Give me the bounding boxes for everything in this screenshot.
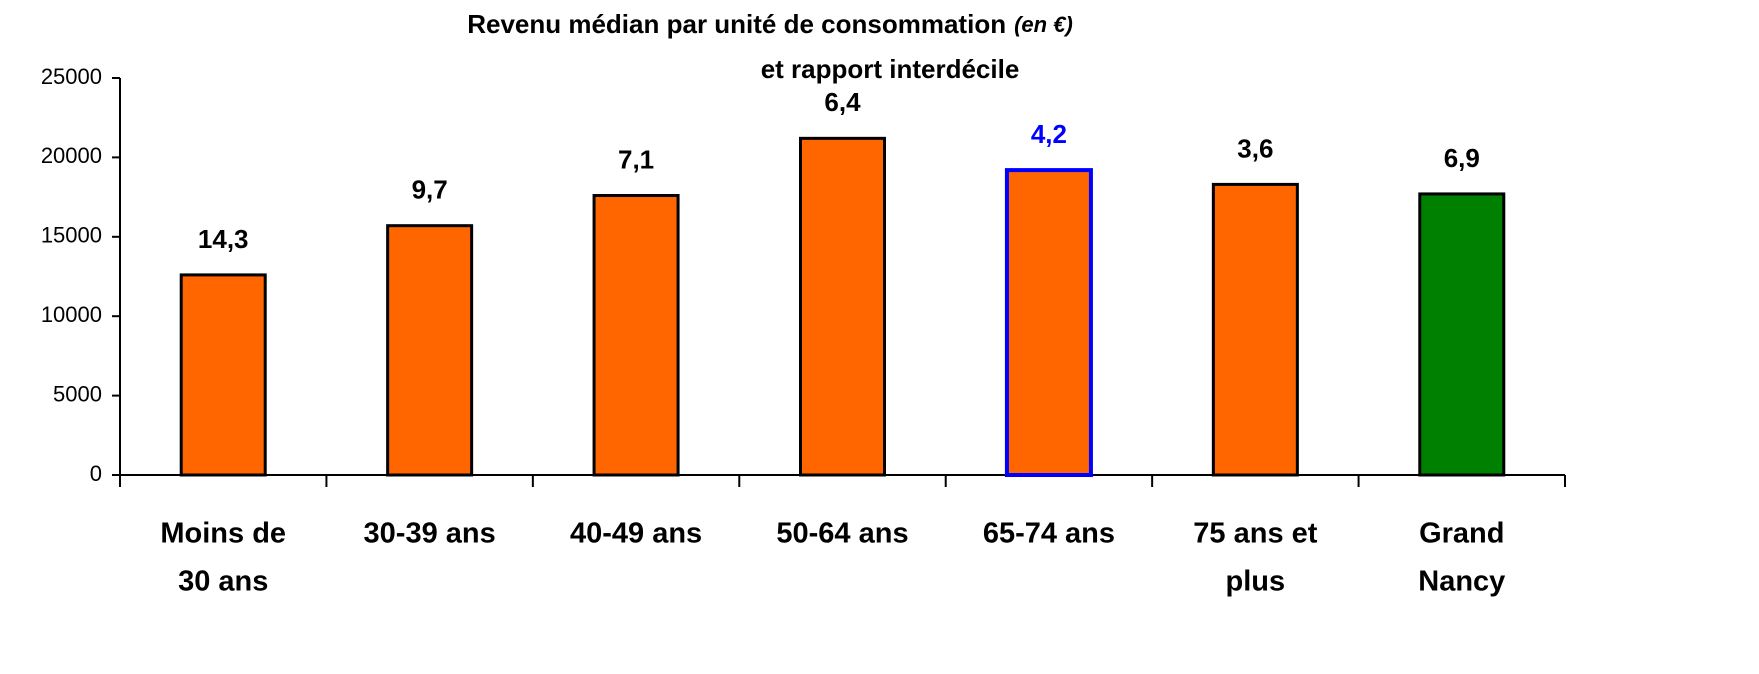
x-tick-label: 50-64 ans [776,518,908,550]
chart-subtitle: et rapport interdécile [761,54,1020,84]
ratio-label: 6,9 [1444,143,1480,173]
y-tick-label: 25000 [41,64,102,89]
x-tick-label: plus [1226,566,1286,598]
bar [179,273,267,477]
ratio-label: 6,4 [824,87,861,117]
y-tick-label: 5000 [53,381,102,406]
x-tick-label: Grand [1419,518,1504,550]
ratio-label: 4,2 [1031,119,1067,149]
bar [1418,192,1506,477]
bar [799,136,886,477]
x-tick-label: Moins de [160,518,286,550]
ratio-label: 9,7 [412,175,448,205]
ratio-label: 7,1 [618,144,654,174]
x-tick-label: 40-49 ans [570,518,702,550]
title-note: (en €) [1014,12,1073,37]
x-tick-label: 65-74 ans [983,518,1115,550]
y-tick-label: 20000 [41,143,102,168]
bar [1004,168,1093,477]
bar [1211,182,1299,477]
bar [386,224,474,477]
ratio-label: 3,6 [1237,133,1273,163]
title-main: Revenu médian par unité de consommation [467,9,1006,39]
y-tick-label: 10000 [41,302,102,327]
x-tick-label: 75 ans et [1193,518,1317,550]
x-tick-label: Nancy [1418,566,1505,598]
y-tick-label: 0 [90,461,102,486]
ratio-label: 14,3 [198,224,249,254]
chart-title: Revenu médian par unité de consommation (… [467,9,1073,39]
x-tick-label: 30-39 ans [364,518,496,550]
y-tick-label: 15000 [41,223,102,248]
bar [592,194,680,477]
x-tick-label: 30 ans [178,566,268,598]
